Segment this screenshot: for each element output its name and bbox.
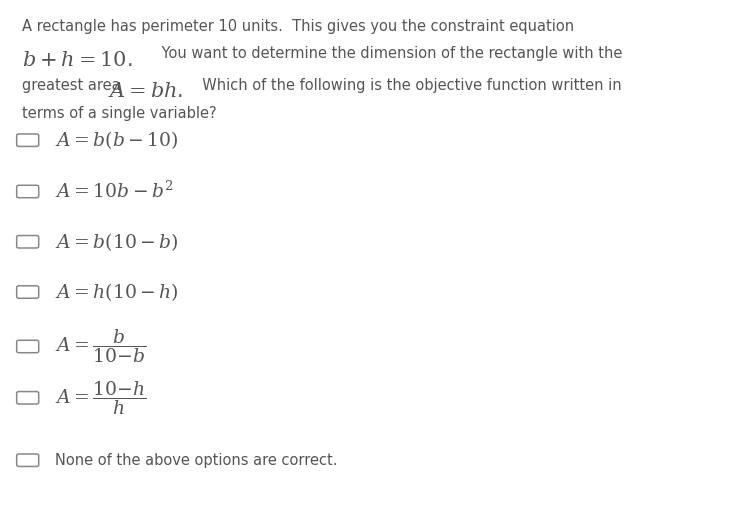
Text: You want to determine the dimension of the rectangle with the: You want to determine the dimension of t… [157, 46, 622, 61]
Text: terms of a single variable?: terms of a single variable? [22, 106, 217, 121]
Text: $A = \dfrac{b}{10{-}b}$: $A = \dfrac{b}{10{-}b}$ [55, 327, 146, 366]
Text: $A = b(b - 10)$: $A = b(b - 10)$ [55, 129, 179, 151]
Text: None of the above options are correct.: None of the above options are correct. [55, 453, 338, 468]
Text: $A = b(10 - b)$: $A = b(10 - b)$ [55, 231, 179, 253]
Text: greatest area: greatest area [22, 78, 125, 93]
Text: $A = 10b - b^2$: $A = 10b - b^2$ [55, 181, 174, 202]
Text: $A=bh$.: $A=bh$. [108, 81, 183, 101]
Text: Which of the following is the objective function written in: Which of the following is the objective … [193, 78, 622, 93]
Text: $A = h(10 - h)$: $A = h(10 - h)$ [55, 281, 179, 303]
Text: A rectangle has perimeter 10 units.  This gives you the constraint equation: A rectangle has perimeter 10 units. This… [22, 19, 574, 33]
Text: $A = \dfrac{10{-}h}{h}$: $A = \dfrac{10{-}h}{h}$ [55, 379, 146, 417]
Text: $b+h=10$.: $b+h=10$. [22, 50, 133, 70]
